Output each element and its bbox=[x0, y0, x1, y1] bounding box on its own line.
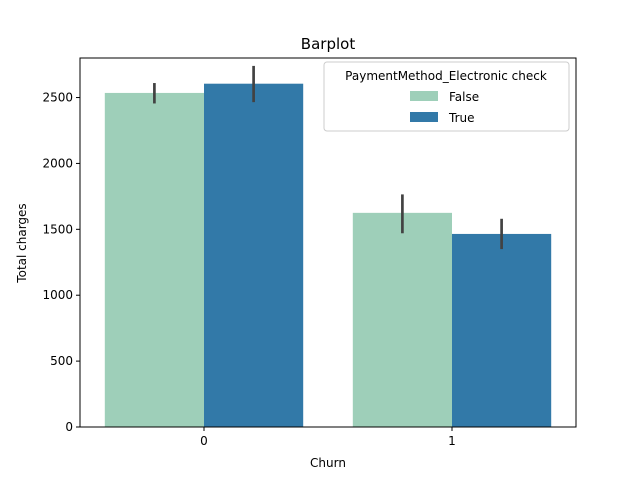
legend-items: False True bbox=[410, 90, 479, 125]
y-tick-label: 2500 bbox=[42, 91, 73, 105]
y-tick-label: 0 bbox=[65, 420, 73, 434]
y-tick-label: 1500 bbox=[42, 222, 73, 236]
bar-false-1 bbox=[352, 212, 452, 427]
y-tick-label: 2000 bbox=[42, 156, 73, 170]
bar-false-0 bbox=[104, 92, 204, 427]
y-tick-label: 1000 bbox=[42, 288, 73, 302]
legend-title: PaymentMethod_Electronic check bbox=[345, 69, 547, 83]
axes-frame bbox=[79, 57, 577, 428]
legend-swatch-true bbox=[410, 112, 438, 122]
bar-true-0 bbox=[204, 83, 304, 427]
x-axis-label: Churn bbox=[310, 456, 346, 470]
x-tick-label: 1 bbox=[448, 434, 456, 448]
y-axis-label: Total charges bbox=[15, 203, 29, 283]
legend-label-true: True bbox=[448, 111, 475, 125]
legend-label-false: False bbox=[449, 90, 479, 104]
chart-title: Barplot bbox=[301, 35, 356, 53]
bar-true-1 bbox=[452, 233, 552, 427]
plot-area: 0 500 1000 1500 2000 2500 0 1 bbox=[42, 57, 577, 448]
x-tick-label: 0 bbox=[200, 434, 208, 448]
legend: PaymentMethod_Electronic check False True bbox=[323, 61, 570, 132]
legend-frame bbox=[323, 61, 570, 132]
y-tick-label: 500 bbox=[50, 354, 73, 368]
legend-swatch-false bbox=[410, 91, 438, 101]
